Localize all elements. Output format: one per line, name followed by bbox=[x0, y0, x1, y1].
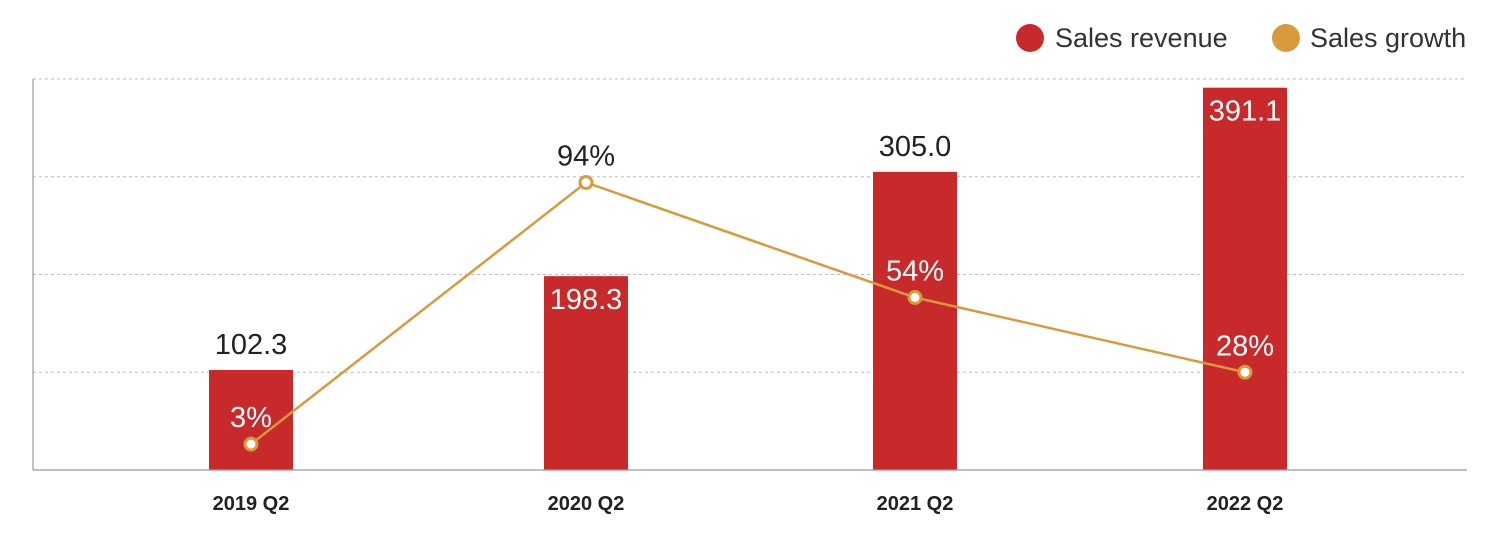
x-tick-label: 2021 Q2 bbox=[877, 493, 954, 515]
growth-line bbox=[243, 175, 1253, 452]
x-tick-label: 2020 Q2 bbox=[548, 493, 625, 515]
legend-label-sales-revenue: Sales revenue bbox=[1055, 23, 1228, 53]
data-labels: 102.3 198.3 305.0 391.1 3% 94% 54% 28% bbox=[215, 96, 1282, 434]
x-axis: 2019 Q2 2020 Q2 2021 Q2 2022 Q2 bbox=[32, 79, 1467, 515]
legend-marker-sales-revenue bbox=[1016, 24, 1044, 52]
growth-label: 3% bbox=[230, 402, 272, 434]
x-tick-label: 2022 Q2 bbox=[1207, 493, 1284, 515]
growth-point-2021-q2 bbox=[907, 290, 923, 305]
growth-point-2019-q2 bbox=[243, 436, 259, 452]
growth-label: 54% bbox=[886, 256, 944, 288]
legend-marker-sales-growth bbox=[1272, 24, 1300, 52]
x-tick-label: 2019 Q2 bbox=[213, 493, 290, 515]
bar-2021-q2 bbox=[873, 171, 957, 471]
legend: Sales revenue Sales growth bbox=[1016, 23, 1466, 53]
legend-label-sales-growth: Sales growth bbox=[1310, 23, 1466, 53]
growth-label: 94% bbox=[557, 141, 615, 173]
growth-point-2020-q2 bbox=[578, 175, 594, 190]
bar-2022-q2 bbox=[1203, 87, 1287, 470]
growth-point-2022-q2 bbox=[1237, 364, 1253, 380]
bar-2019-q2 bbox=[209, 370, 293, 470]
growth-label: 28% bbox=[1216, 330, 1274, 362]
revenue-label: 102.3 bbox=[215, 329, 288, 361]
revenue-label: 305.0 bbox=[879, 131, 952, 163]
growth-line-path bbox=[250, 181, 1246, 446]
bar-2020-q2 bbox=[544, 276, 628, 470]
revenue-label: 391.1 bbox=[1209, 96, 1282, 128]
revenue-label: 198.3 bbox=[550, 284, 623, 316]
revenue-bars bbox=[209, 87, 1287, 471]
